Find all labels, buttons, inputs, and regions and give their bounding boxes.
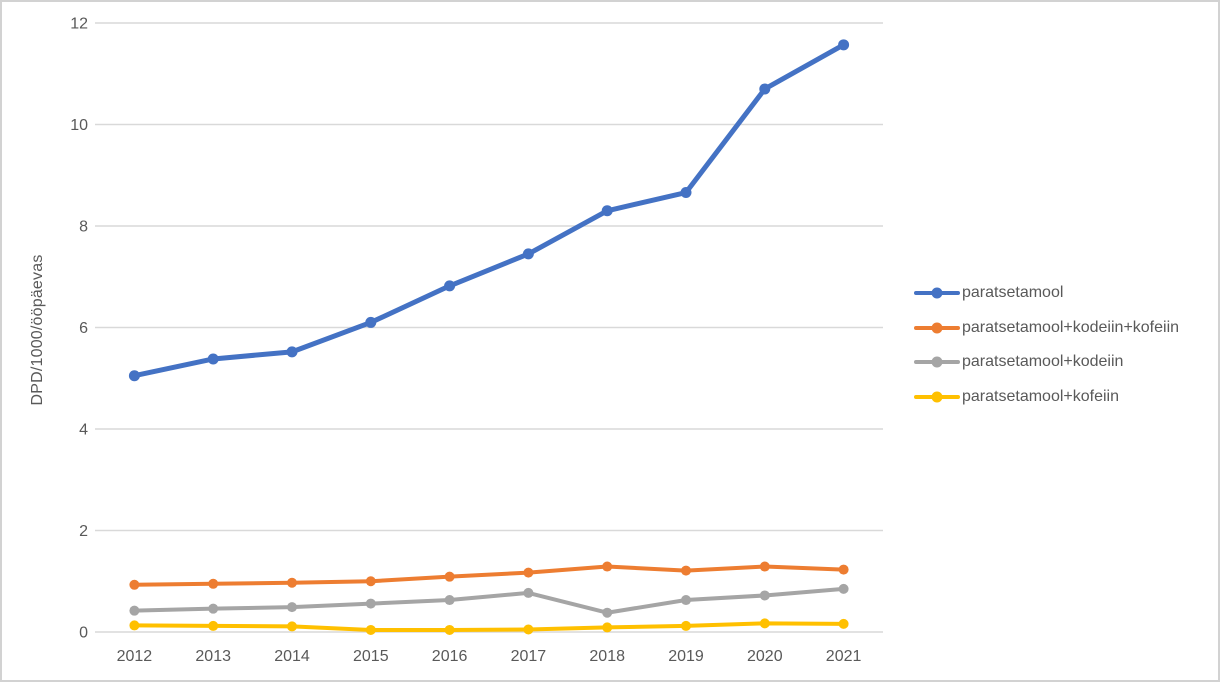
x-tick-label: 2021 bbox=[826, 648, 862, 665]
data-point-paratsetamool+kodeiin-2015 bbox=[365, 598, 376, 609]
data-point-paratsetamool+kodeiin+kofeiin-2012 bbox=[129, 579, 140, 590]
x-tick-label: 2020 bbox=[747, 648, 783, 665]
data-point-paratsetamool+kodeiin+kofeiin-2021 bbox=[838, 564, 849, 575]
data-point-paratsetamool-2012 bbox=[128, 370, 140, 382]
data-point-paratsetamool+kodeiin+kofeiin-2016 bbox=[444, 571, 455, 582]
data-point-paratsetamool-2016 bbox=[444, 280, 456, 292]
data-point-paratsetamool+kofeiin-2019 bbox=[681, 620, 691, 631]
legend-label: paratsetamool+kodeiin bbox=[962, 353, 1124, 371]
y-tick-label: 6 bbox=[79, 320, 88, 337]
data-point-paratsetamool-2013 bbox=[207, 353, 219, 365]
series-line-paratsetamool+kodeiin bbox=[132, 586, 846, 615]
y-tick-label: 12 bbox=[70, 16, 88, 33]
data-point-paratsetamool-2015 bbox=[365, 316, 377, 328]
data-point-paratsetamool+kodeiin+kofeiin-2013 bbox=[208, 578, 219, 589]
data-point-paratsetamool+kofeiin-2020 bbox=[759, 618, 770, 629]
x-tick-label: 2015 bbox=[353, 648, 389, 665]
data-point-paratsetamool+kodeiin+kofeiin-2017 bbox=[523, 567, 534, 578]
legend-line-marker-icon bbox=[914, 287, 960, 299]
data-point-paratsetamool+kodeiin-2017 bbox=[523, 587, 534, 598]
series-line-paratsetamool+kodeiin+kofeiin bbox=[132, 564, 846, 587]
legend-item-paratsetamool+kofeiin: paratsetamool+kofeiin bbox=[914, 380, 1179, 415]
data-point-paratsetamool+kodeiin+kofeiin-2018 bbox=[602, 561, 613, 572]
data-point-paratsetamool+kodeiin-2019 bbox=[681, 595, 691, 606]
data-point-paratsetamool+kodeiin-2016 bbox=[444, 595, 455, 606]
legend-line-marker-icon bbox=[914, 391, 960, 403]
series-line-paratsetamool+kofeiin bbox=[132, 621, 846, 632]
data-point-paratsetamool+kodeiin+kofeiin-2015 bbox=[365, 576, 376, 587]
y-tick-label: 4 bbox=[79, 422, 88, 439]
data-point-paratsetamool-2020 bbox=[759, 83, 771, 95]
legend-line-marker-icon bbox=[914, 356, 960, 368]
data-point-paratsetamool+kodeiin-2020 bbox=[759, 590, 770, 601]
data-point-paratsetamool+kofeiin-2015 bbox=[365, 624, 376, 635]
data-point-paratsetamool+kodeiin+kofeiin-2020 bbox=[759, 561, 770, 572]
x-tick-label: 2014 bbox=[274, 648, 310, 665]
y-axis-title: DPD/1000/ööpäevas bbox=[29, 254, 46, 406]
y-tick-label: 2 bbox=[79, 523, 88, 540]
data-point-paratsetamool+kodeiin-2012 bbox=[129, 605, 140, 616]
legend-label: paratsetamool+kodeiin+kofeiin bbox=[962, 318, 1180, 336]
x-tick-label: 2018 bbox=[589, 648, 625, 665]
data-point-paratsetamool-2014 bbox=[286, 346, 298, 358]
data-point-paratsetamool+kofeiin-2014 bbox=[287, 621, 297, 632]
legend: paratsetamool paratsetamool+kodeiin+kofei… bbox=[914, 276, 1179, 414]
data-point-paratsetamool+kodeiin+kofeiin-2019 bbox=[681, 565, 691, 576]
data-point-paratsetamool+kofeiin-2016 bbox=[444, 624, 455, 635]
x-tick-label: 2013 bbox=[195, 648, 231, 665]
legend-line-marker-icon bbox=[914, 322, 960, 334]
data-point-paratsetamool-2021 bbox=[838, 39, 850, 51]
y-tick-label: 0 bbox=[79, 625, 88, 642]
data-point-paratsetamool-2018 bbox=[601, 205, 613, 217]
x-tick-label: 2012 bbox=[117, 648, 153, 665]
x-tick-label: 2016 bbox=[432, 648, 468, 665]
data-point-paratsetamool+kofeiin-2012 bbox=[129, 620, 140, 631]
data-point-paratsetamool+kofeiin-2018 bbox=[602, 622, 613, 633]
x-tick-label: 2017 bbox=[511, 648, 547, 665]
legend-item-paratsetamool+kodeiin+kofeiin: paratsetamool+kodeiin+kofeiin bbox=[914, 311, 1179, 346]
data-point-paratsetamool+kodeiin+kofeiin-2014 bbox=[287, 577, 297, 588]
data-point-paratsetamool+kofeiin-2017 bbox=[523, 624, 534, 635]
data-point-paratsetamool+kofeiin-2013 bbox=[208, 620, 219, 631]
legend-item-paratsetamool: paratsetamool bbox=[914, 276, 1179, 311]
y-tick-label: 10 bbox=[70, 117, 88, 134]
data-point-paratsetamool+kodeiin-2021 bbox=[838, 583, 849, 594]
legend-item-paratsetamool+kodeiin: paratsetamool+kodeiin bbox=[914, 345, 1179, 380]
data-point-paratsetamool+kofeiin-2021 bbox=[838, 618, 849, 629]
series-line-paratsetamool bbox=[131, 42, 847, 379]
y-tick-label: 8 bbox=[79, 219, 88, 236]
data-point-paratsetamool+kodeiin-2014 bbox=[287, 602, 297, 613]
data-point-paratsetamool+kodeiin-2018 bbox=[602, 607, 613, 618]
data-point-paratsetamool-2019 bbox=[680, 187, 692, 199]
x-tick-label: 2019 bbox=[668, 648, 704, 665]
data-point-paratsetamool-2017 bbox=[522, 248, 534, 260]
legend-label: paratsetamool+kofeiin bbox=[962, 387, 1119, 405]
legend-label: paratsetamool bbox=[962, 284, 1064, 302]
data-point-paratsetamool+kodeiin-2013 bbox=[208, 603, 219, 614]
